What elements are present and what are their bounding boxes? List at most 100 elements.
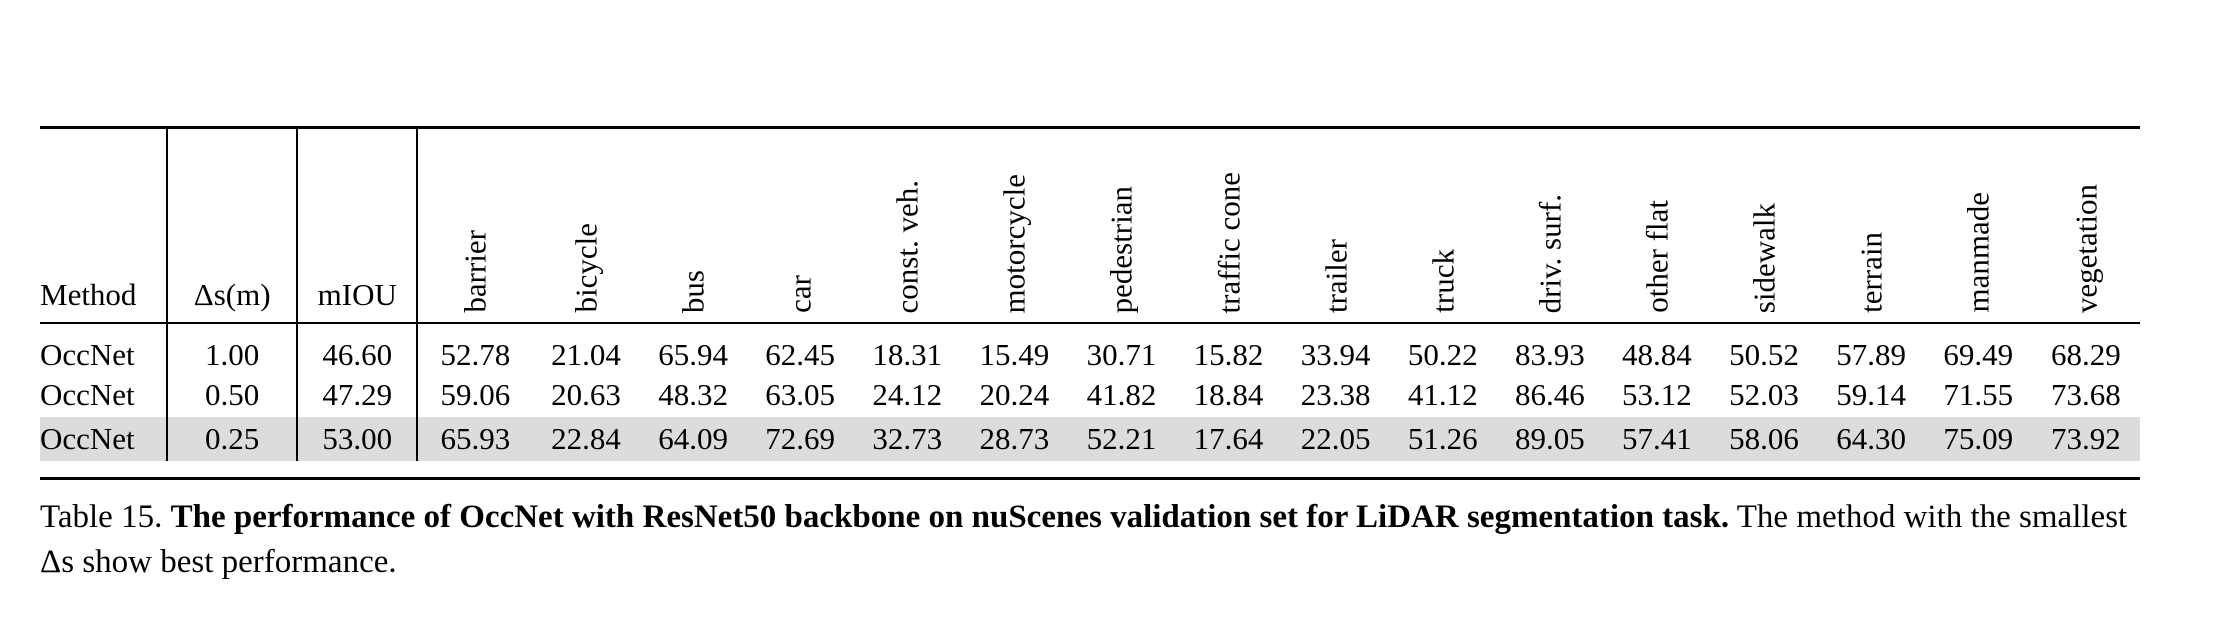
- header-class-label: bicycle: [568, 223, 604, 313]
- table-body: OccNet 1.00 46.60 52.78 21.04 65.94 62.45 18.31…: [40, 323, 2140, 461]
- cell-value: 33.94: [1300, 337, 1371, 372]
- cell-value: 15.82: [1193, 337, 1264, 372]
- header-delta: Δs(m): [167, 126, 299, 323]
- cell-value: 18.31: [872, 337, 943, 372]
- header-miou: mIOU: [297, 126, 419, 323]
- header-rule: [40, 322, 2140, 324]
- cell-method: OccNet: [40, 373, 169, 417]
- table-row: OccNet 1.00 46.60 52.78 21.04 65.94 62.45 18.31…: [40, 323, 2140, 373]
- header-class-label: trailer: [1318, 238, 1354, 313]
- header-class: driv. surf.: [1496, 126, 1603, 323]
- cell-value: 20.24: [979, 377, 1050, 412]
- header-class-label: manmade: [1960, 192, 1996, 313]
- cell-value: 22.84: [532, 417, 640, 461]
- cell-value: 75.09: [1924, 417, 2032, 461]
- cell-value: 72.69: [746, 417, 854, 461]
- cell-miou: 46.60: [297, 323, 419, 373]
- header-class-label: terrain: [1853, 232, 1889, 313]
- cell-value: 22.05: [1282, 417, 1390, 461]
- cell-value: 59.06: [440, 377, 511, 412]
- header-row: Method Δs(m) mIOU barrier bicycle bus ca…: [40, 126, 2140, 323]
- cell-value: 17.64: [1175, 417, 1283, 461]
- header-class: bicycle: [532, 126, 639, 323]
- header-class: manmade: [1925, 126, 2032, 323]
- cell-value: 73.68: [2051, 377, 2121, 412]
- caption-prefix: Table 15.: [40, 499, 171, 535]
- cell-value: 51.26: [1389, 417, 1497, 461]
- cell-value: 65.94: [658, 337, 728, 372]
- bottom-rule: [40, 477, 2140, 480]
- cell-value: 64.30: [1817, 417, 1925, 461]
- cell-value: 15.49: [979, 337, 1050, 372]
- cell-value: 20.63: [551, 377, 621, 412]
- caption-rest: The method with the smallest Δs show bes…: [40, 499, 2128, 580]
- cell-value: 23.38: [1300, 377, 1371, 412]
- header-class: barrier: [417, 126, 532, 323]
- header-class: other flat: [1603, 126, 1710, 323]
- header-class-label: other flat: [1639, 200, 1675, 313]
- cell-value: 21.04: [551, 337, 621, 372]
- cell-miou: 53.00: [297, 417, 419, 461]
- caption-bold: The performance of OccNet with ResNet50 …: [170, 499, 1730, 535]
- cell-value: 28.73: [960, 417, 1068, 461]
- table-caption: Table 15. The performance of OccNet with…: [40, 495, 2140, 585]
- cell-value: 57.89: [1836, 337, 1906, 372]
- header-class: bus: [640, 126, 747, 323]
- header-method: Method: [40, 126, 169, 323]
- header-class-label: vegetation: [2068, 183, 2104, 313]
- cell-delta: 1.00: [167, 323, 299, 373]
- cell-value: 50.52: [1729, 337, 1799, 372]
- cell-value: 58.06: [1710, 417, 1818, 461]
- header-class-label: driv. surf.: [1532, 193, 1568, 313]
- cell-method: OccNet: [40, 417, 169, 461]
- cell-delta: 0.25: [167, 417, 299, 461]
- table-row: OccNet 0.50 47.29 59.06 20.63 48.32 63.05 24.12…: [40, 373, 2140, 417]
- header-class: car: [747, 126, 854, 323]
- header-class: terrain: [1818, 126, 1925, 323]
- cell-value: 32.73: [853, 417, 961, 461]
- header-class: traffic cone: [1175, 126, 1282, 323]
- cell-value: 57.41: [1603, 417, 1711, 461]
- header-class-label: const. veh.: [889, 179, 925, 313]
- header-class-label: traffic cone: [1211, 171, 1247, 313]
- cell-value: 52.21: [1067, 417, 1175, 461]
- cell-value: 62.45: [765, 337, 836, 372]
- cell-value: 64.09: [639, 417, 747, 461]
- cell-value: 48.84: [1622, 337, 1692, 372]
- header-class-label: sidewalk: [1746, 202, 1782, 313]
- cell-value: 68.29: [2051, 337, 2121, 372]
- cell-miou: 47.29: [297, 373, 419, 417]
- header-class-label: bus: [675, 269, 711, 313]
- table-row: OccNet 0.25 53.00 65.93 22.84 64.09 72.69 32.73…: [40, 417, 2140, 461]
- header-class-label: car: [782, 275, 818, 313]
- header-class: sidewalk: [1710, 126, 1817, 323]
- cell-value: 41.82: [1086, 377, 1157, 412]
- header-class: truck: [1389, 126, 1496, 323]
- cell-value: 65.93: [417, 417, 533, 461]
- cell-value: 71.55: [1943, 377, 2014, 412]
- data-table: Method Δs(m) mIOU barrier bicycle bus ca…: [40, 126, 2140, 461]
- cell-value: 69.49: [1943, 337, 2014, 372]
- cell-value: 63.05: [765, 377, 836, 412]
- cell-method: OccNet: [40, 323, 169, 373]
- header-class: const. veh.: [854, 126, 961, 323]
- header-class: pedestrian: [1068, 126, 1175, 323]
- cell-value: 50.22: [1407, 337, 1478, 372]
- cell-value: 53.12: [1622, 377, 1692, 412]
- header-class: trailer: [1282, 126, 1389, 323]
- cell-value: 52.03: [1729, 377, 1799, 412]
- header-class-label: barrier: [457, 230, 493, 313]
- cell-value: 18.84: [1193, 377, 1264, 412]
- header-class: vegetation: [2032, 126, 2140, 323]
- cell-value: 86.46: [1514, 377, 1585, 412]
- cell-value: 52.78: [440, 337, 511, 372]
- cell-value: 30.71: [1086, 337, 1157, 372]
- cell-value: 83.93: [1514, 337, 1585, 372]
- top-rule: [40, 126, 2140, 129]
- header-class-label: pedestrian: [1103, 185, 1139, 313]
- cell-value: 59.14: [1836, 377, 1906, 412]
- cell-value: 89.05: [1496, 417, 1604, 461]
- header-class-label: motorcycle: [996, 173, 1032, 313]
- cell-value: 73.92: [2031, 417, 2140, 461]
- header-class-label: truck: [1425, 249, 1461, 313]
